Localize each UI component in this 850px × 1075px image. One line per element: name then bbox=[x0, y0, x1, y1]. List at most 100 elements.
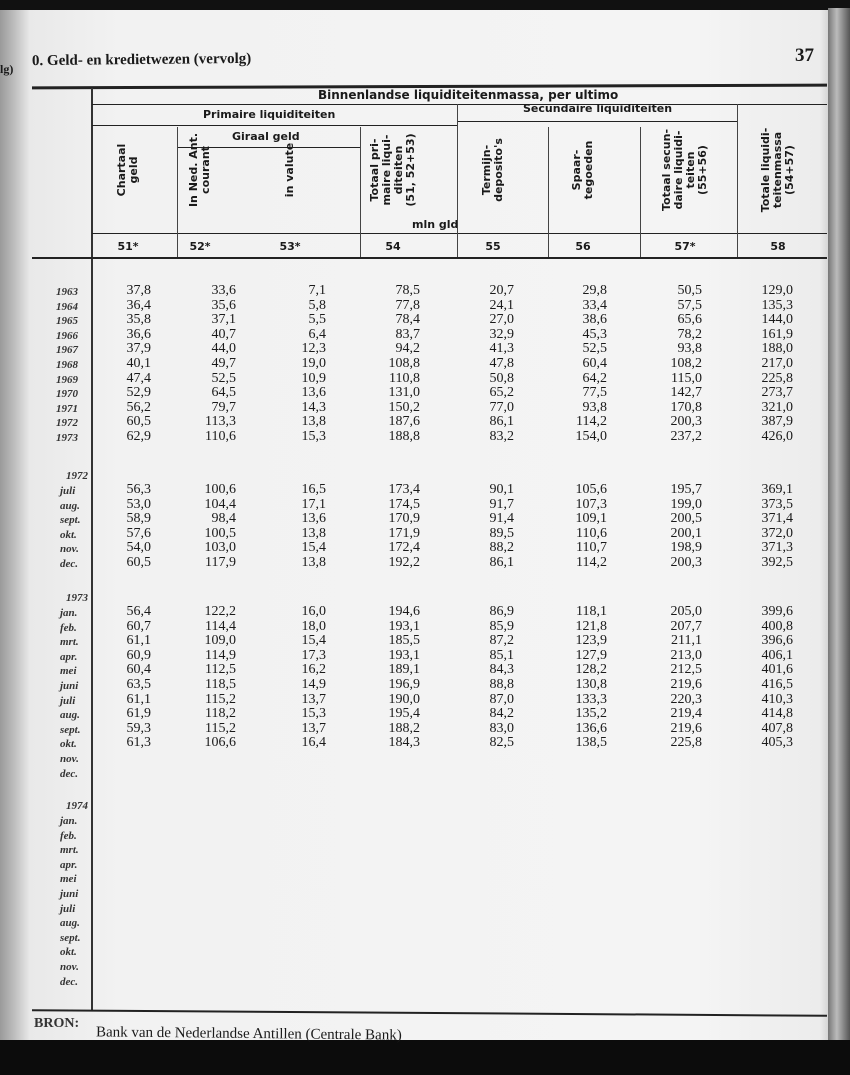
table-cell: 85,9 bbox=[489, 618, 515, 634]
table-cell: 188,2 bbox=[388, 720, 421, 736]
table-cell: 18,0 bbox=[301, 618, 327, 634]
table-cell: 115,0 bbox=[671, 370, 702, 386]
table-cell: 219,6 bbox=[670, 677, 703, 692]
table-cell: 105,6 bbox=[575, 482, 608, 497]
table-cell: 401,6 bbox=[761, 662, 794, 678]
table-cell: 200,5 bbox=[670, 511, 703, 527]
table-cell: 369,1 bbox=[761, 482, 794, 497]
table-cell: 13,7 bbox=[301, 691, 327, 707]
row-label: jan. bbox=[60, 815, 78, 827]
table-cell: 41,3 bbox=[489, 341, 515, 357]
table-cell: 107,3 bbox=[575, 496, 608, 512]
row-label: jan. bbox=[60, 607, 78, 619]
table-cell: 410,3 bbox=[761, 691, 794, 707]
header-giraal: Giraal geld bbox=[232, 130, 300, 143]
column-divider bbox=[457, 104, 458, 257]
stub-divider bbox=[91, 88, 93, 1010]
table-cell: 13,7 bbox=[301, 720, 327, 736]
table-cell: 91,7 bbox=[489, 496, 515, 512]
column-header-52: In Ned. Ant. courant bbox=[187, 132, 212, 208]
scan-background bbox=[0, 1040, 850, 1075]
table-cell: 78,5 bbox=[395, 283, 421, 298]
table-cell: 372,0 bbox=[761, 525, 794, 541]
table-cell: 188,8 bbox=[388, 429, 421, 444]
table-cell: 24,1 bbox=[489, 297, 515, 313]
table-cell: 211,1 bbox=[671, 633, 702, 649]
table-cell: 121,8 bbox=[575, 618, 608, 634]
table-cell: 15,4 bbox=[301, 540, 327, 556]
row-label: sept. bbox=[60, 723, 81, 736]
column-header-54: Totaal pri- maire liqui- diteiten (51, 5… bbox=[368, 133, 417, 207]
table-cell: 16,2 bbox=[301, 662, 327, 678]
table-cell: 86,1 bbox=[489, 555, 515, 570]
table-cell: 15,4 bbox=[301, 633, 327, 649]
row-label: juli bbox=[60, 485, 76, 497]
table-cell: 115,2 bbox=[205, 720, 236, 736]
table-cell: 219,4 bbox=[670, 706, 703, 722]
table-cell: 78,4 bbox=[395, 312, 421, 328]
table-cell: 118,2 bbox=[205, 706, 236, 722]
row-label: 1965 bbox=[56, 315, 78, 328]
table-cell: 87,2 bbox=[489, 633, 515, 649]
table-cell: 83,7 bbox=[395, 326, 421, 342]
column-divider bbox=[360, 127, 361, 257]
row-label: sept. bbox=[60, 931, 81, 944]
table-cell: 225,8 bbox=[670, 735, 703, 751]
table-cell: 135,2 bbox=[575, 706, 608, 722]
table-cell: 54,0 bbox=[126, 540, 152, 556]
table-cell: 406,1 bbox=[761, 647, 794, 663]
table-cell: 196,9 bbox=[388, 677, 421, 692]
table-cell: 127,9 bbox=[575, 647, 608, 663]
table-cell: 426,0 bbox=[761, 429, 794, 444]
table-cell: 188,0 bbox=[761, 341, 794, 357]
table-cell: 62,9 bbox=[126, 429, 152, 444]
rule bbox=[457, 121, 737, 122]
column-divider bbox=[640, 127, 641, 257]
table-cell: 396,6 bbox=[761, 633, 794, 649]
table-cell: 98,4 bbox=[211, 511, 237, 527]
row-label: nov. bbox=[60, 543, 79, 556]
row-label: juni bbox=[60, 888, 79, 900]
rule bbox=[92, 104, 827, 105]
table-cell: 199,0 bbox=[670, 496, 703, 512]
column-number: 56 bbox=[575, 240, 591, 253]
table-cell: 106,6 bbox=[204, 735, 237, 751]
table-cell: 13,8 bbox=[301, 525, 327, 541]
table-cell: 36,4 bbox=[126, 297, 152, 313]
table-cell: 198,9 bbox=[670, 540, 703, 556]
table-cell: 110,7 bbox=[576, 540, 607, 556]
table-cell: 29,8 bbox=[582, 283, 608, 298]
header-secondary: Secundaire liquiditeiten bbox=[523, 102, 673, 115]
table-cell: 6,4 bbox=[308, 326, 327, 342]
table-cell: 86,1 bbox=[489, 414, 515, 430]
row-label: 1967 bbox=[56, 344, 78, 357]
table-cell: 114,9 bbox=[205, 647, 236, 663]
section-year: 1973 bbox=[66, 592, 88, 604]
table-cell: 200,3 bbox=[670, 555, 703, 570]
table-cell: 7,1 bbox=[308, 283, 327, 298]
table-cell: 104,4 bbox=[204, 496, 237, 512]
table-cell: 114,4 bbox=[205, 618, 236, 634]
table-cell: 189,1 bbox=[388, 662, 421, 678]
row-label: dec. bbox=[60, 975, 79, 988]
table-cell: 61,1 bbox=[126, 691, 152, 707]
table-cell: 195,4 bbox=[388, 706, 421, 722]
table-cell: 58,9 bbox=[126, 511, 152, 527]
row-label: mrt. bbox=[60, 844, 79, 857]
table-cell: 65,6 bbox=[677, 312, 703, 328]
rule bbox=[92, 233, 827, 234]
table-cell: 89,5 bbox=[489, 525, 515, 541]
table-cell: 86,9 bbox=[489, 604, 515, 619]
row-label: 1970 bbox=[56, 388, 78, 401]
table-cell: 52,5 bbox=[211, 370, 237, 386]
table-cell: 35,8 bbox=[126, 312, 152, 328]
table-cell: 129,0 bbox=[761, 283, 794, 298]
table-cell: 128,2 bbox=[575, 662, 608, 678]
table-cell: 59,3 bbox=[126, 720, 152, 736]
table-cell: 185,5 bbox=[388, 633, 421, 649]
table-cell: 207,7 bbox=[670, 618, 703, 634]
table-cell: 90,1 bbox=[489, 482, 515, 497]
table-cell: 13,6 bbox=[301, 511, 327, 527]
table-cell: 12,3 bbox=[301, 341, 327, 357]
table-cell: 122,2 bbox=[204, 604, 237, 619]
